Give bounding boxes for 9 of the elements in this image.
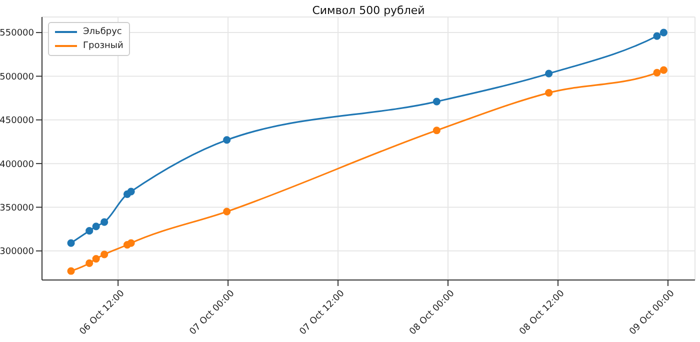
y-tick-label: 500000 xyxy=(0,72,34,82)
y-tick-label: 550000 xyxy=(0,28,34,39)
legend-label: Грозный xyxy=(83,40,124,53)
y-tick-label: 400000 xyxy=(0,160,34,170)
legend-label: Эльбрус xyxy=(83,26,122,39)
chart-title: Символ 500 рублей xyxy=(311,4,426,17)
y-tick-label: 350000 xyxy=(0,203,34,214)
y-tick-label: 300000 xyxy=(0,247,34,258)
y-tick-label: 450000 xyxy=(0,116,34,126)
